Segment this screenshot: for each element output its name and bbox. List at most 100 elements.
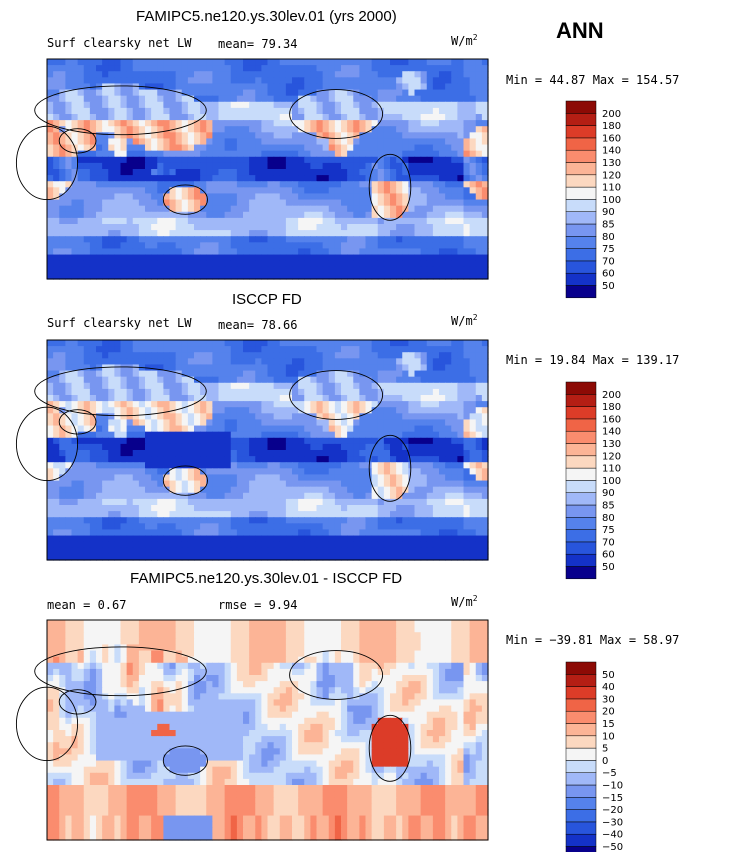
map-cell <box>114 132 122 140</box>
map-cell <box>157 505 164 512</box>
map-cell <box>138 162 146 170</box>
map-cell <box>206 517 213 524</box>
map-cell <box>408 205 416 213</box>
map-cell <box>279 382 287 390</box>
map-cell <box>53 462 60 469</box>
map-cell <box>194 71 201 78</box>
map-cell <box>316 211 324 219</box>
map-cell <box>426 132 434 140</box>
map-cell <box>347 175 354 182</box>
map-cell <box>96 65 103 72</box>
map-cell <box>65 71 73 78</box>
map-cell <box>402 181 409 188</box>
map-cell <box>138 492 146 500</box>
map-cell <box>77 120 85 127</box>
map-cell <box>279 419 287 427</box>
map-cell <box>420 272 428 280</box>
map-cell <box>420 236 428 243</box>
map-cell <box>71 395 79 402</box>
map-cell <box>377 511 385 518</box>
map-cell <box>353 419 360 427</box>
map-cell <box>408 138 416 146</box>
map-cell <box>120 468 128 476</box>
map-cell <box>59 511 66 518</box>
map-cell <box>157 498 164 506</box>
map-cell <box>175 242 183 250</box>
map-cell <box>59 132 66 140</box>
map-cell <box>457 340 465 347</box>
map-cell <box>194 474 201 482</box>
map-cell <box>469 83 477 91</box>
map-cell <box>420 114 428 121</box>
map-cell <box>469 511 477 518</box>
map-cell <box>236 266 244 274</box>
map-cell <box>102 175 109 182</box>
map-cell <box>371 511 379 518</box>
map-cell <box>341 254 348 262</box>
map-cell <box>451 462 458 469</box>
map-cell <box>96 150 103 158</box>
map-cell <box>157 138 164 146</box>
map-cell <box>414 450 422 457</box>
map-cell <box>132 114 140 121</box>
map-cell <box>451 156 458 164</box>
map-cell <box>108 388 115 396</box>
map-cell <box>292 205 299 213</box>
map-cell <box>169 199 177 207</box>
map-cell <box>298 187 305 195</box>
map-cell <box>267 77 275 85</box>
map-cell <box>390 272 397 280</box>
map-cell <box>414 382 422 390</box>
map-cell <box>77 376 85 384</box>
map-cell <box>120 205 128 213</box>
map-cell <box>328 443 336 451</box>
map-cell <box>175 144 183 152</box>
map-cell <box>47 401 54 408</box>
map-cell <box>243 65 250 72</box>
map-cell <box>249 199 256 207</box>
map-cell <box>426 474 434 482</box>
map-cell <box>249 450 256 457</box>
map-cell <box>132 462 140 469</box>
map-cell <box>138 388 146 396</box>
map-cell <box>77 150 85 158</box>
map-cell <box>365 59 373 66</box>
map-cell <box>463 89 471 97</box>
map-cell <box>138 486 146 494</box>
map-cell <box>181 59 189 66</box>
map-cell <box>138 517 146 524</box>
map-cell <box>457 382 465 390</box>
map-cell <box>341 486 348 494</box>
map-cell <box>71 101 79 109</box>
map-cell <box>255 77 262 85</box>
map-cell <box>236 340 244 347</box>
map-cell <box>163 425 171 433</box>
map-cell <box>175 187 183 195</box>
map-cell <box>218 437 226 445</box>
map-cell <box>408 59 416 66</box>
map-cell <box>132 248 140 256</box>
labelbar-box <box>565 285 597 299</box>
map-cell <box>163 413 171 421</box>
map-cell <box>181 236 189 243</box>
map-cell <box>206 169 213 176</box>
map-cell <box>341 175 348 182</box>
map-cell <box>328 107 336 115</box>
map-cell <box>408 407 416 414</box>
map-cell <box>255 346 262 353</box>
map-cell <box>475 254 483 262</box>
map-cell <box>371 517 379 524</box>
map-cell <box>414 492 422 500</box>
panel-3-rmse: rmse = 9.94 <box>218 598 298 612</box>
map-cell <box>316 413 324 421</box>
map-cell <box>187 199 195 207</box>
map-cell <box>475 224 483 231</box>
map-cell <box>200 205 207 213</box>
map-cell <box>169 230 177 237</box>
map-cell <box>396 346 403 353</box>
map-cell <box>71 474 79 482</box>
map-cell <box>224 236 232 243</box>
map-cell <box>77 89 85 97</box>
map-cell <box>175 517 183 524</box>
map-cell <box>359 529 367 537</box>
